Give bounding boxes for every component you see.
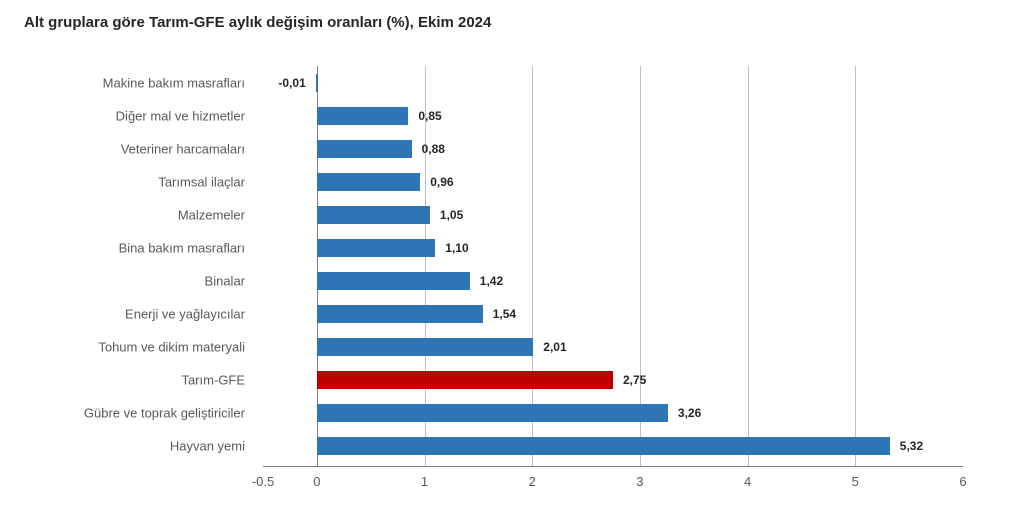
- category-label: Tarım-GFE: [181, 372, 245, 387]
- bar: [317, 305, 483, 323]
- bar-row: Enerji ve yağlayıcılar1,54: [263, 297, 963, 330]
- bar-row: Binalar1,42: [263, 264, 963, 297]
- bar-highlight: [317, 371, 613, 389]
- bar: [317, 173, 420, 191]
- category-label: Veteriner harcamaları: [121, 141, 245, 156]
- value-label: 1,05: [440, 208, 463, 222]
- value-label: 3,26: [678, 406, 701, 420]
- bar-row: Malzemeler1,05: [263, 198, 963, 231]
- bar: [317, 272, 470, 290]
- plot-area: -0.50123456Makine bakım masrafları-0,01D…: [263, 66, 963, 466]
- bar: [316, 74, 318, 92]
- x-tick-label: 4: [744, 474, 751, 489]
- bar-row: Hayvan yemi5,32: [263, 429, 963, 462]
- bar: [317, 437, 890, 455]
- category-label: Bina bakım masrafları: [119, 240, 245, 255]
- x-tick-label: 1: [421, 474, 428, 489]
- bar-row: Makine bakım masrafları-0,01: [263, 66, 963, 99]
- value-label: 5,32: [900, 439, 923, 453]
- bar: [317, 404, 668, 422]
- category-label: Hayvan yemi: [170, 438, 245, 453]
- category-label: Tarımsal ilaçlar: [158, 174, 245, 189]
- category-label: Binalar: [205, 273, 245, 288]
- value-label: 2,75: [623, 373, 646, 387]
- x-tick-label: 2: [529, 474, 536, 489]
- x-tick-label: 3: [636, 474, 643, 489]
- value-label: 0,88: [422, 142, 445, 156]
- bar: [317, 206, 430, 224]
- value-label: 2,01: [543, 340, 566, 354]
- category-label: Malzemeler: [178, 207, 245, 222]
- bar-row: Tohum ve dikim materyali2,01: [263, 330, 963, 363]
- value-label: 1,54: [493, 307, 516, 321]
- bar-row: Gübre ve toprak geliştiriciler3,26: [263, 396, 963, 429]
- bar-row: Veteriner harcamaları0,88: [263, 132, 963, 165]
- x-tick-label: -0.5: [252, 474, 274, 489]
- value-label: 0,85: [418, 109, 441, 123]
- x-tick-label: 5: [852, 474, 859, 489]
- bar-row: Diğer mal ve hizmetler0,85: [263, 99, 963, 132]
- value-label: 1,42: [480, 274, 503, 288]
- category-label: Gübre ve toprak geliştiriciler: [84, 405, 245, 420]
- bar-row: Tarım-GFE2,75: [263, 363, 963, 396]
- bar: [317, 107, 409, 125]
- value-label: 0,96: [430, 175, 453, 189]
- x-axis-line: [263, 466, 963, 467]
- bar: [317, 239, 435, 257]
- value-label: 1,10: [445, 241, 468, 255]
- category-label: Enerji ve yağlayıcılar: [125, 306, 245, 321]
- category-label: Diğer mal ve hizmetler: [116, 108, 245, 123]
- bar-row: Bina bakım masrafları1,10: [263, 231, 963, 264]
- bar: [317, 338, 533, 356]
- chart-title: Alt gruplara göre Tarım-GFE aylık değişi…: [24, 14, 491, 31]
- category-label: Tohum ve dikim materyali: [98, 339, 245, 354]
- x-tick-label: 6: [959, 474, 966, 489]
- category-label: Makine bakım masrafları: [103, 75, 245, 90]
- chart-container: Alt gruplara göre Tarım-GFE aylık değişi…: [0, 0, 1012, 517]
- bar: [317, 140, 412, 158]
- value-label: -0,01: [278, 76, 305, 90]
- bar-row: Tarımsal ilaçlar0,96: [263, 165, 963, 198]
- x-tick-label: 0: [313, 474, 320, 489]
